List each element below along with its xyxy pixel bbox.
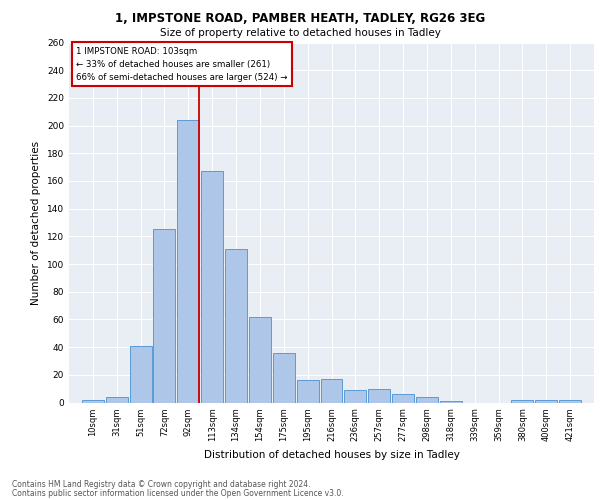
Bar <box>130 346 152 403</box>
Bar <box>511 400 533 402</box>
Bar <box>535 400 557 402</box>
Bar <box>178 120 199 403</box>
Bar <box>392 394 414 402</box>
Bar <box>154 230 175 402</box>
Text: Contains public sector information licensed under the Open Government Licence v3: Contains public sector information licen… <box>12 488 344 498</box>
Bar <box>106 397 128 402</box>
Bar <box>440 401 462 402</box>
Bar <box>320 379 343 402</box>
Text: 1, IMPSTONE ROAD, PAMBER HEATH, TADLEY, RG26 3EG: 1, IMPSTONE ROAD, PAMBER HEATH, TADLEY, … <box>115 12 485 26</box>
Bar <box>249 316 271 402</box>
Bar <box>273 352 295 403</box>
X-axis label: Distribution of detached houses by size in Tadley: Distribution of detached houses by size … <box>203 450 460 460</box>
Text: Contains HM Land Registry data © Crown copyright and database right 2024.: Contains HM Land Registry data © Crown c… <box>12 480 311 489</box>
Bar <box>344 390 367 402</box>
Text: Size of property relative to detached houses in Tadley: Size of property relative to detached ho… <box>160 28 440 38</box>
Y-axis label: Number of detached properties: Number of detached properties <box>31 140 41 304</box>
Bar <box>201 172 223 402</box>
Bar <box>82 400 104 402</box>
Bar <box>296 380 319 402</box>
Bar <box>368 388 390 402</box>
Text: 1 IMPSTONE ROAD: 103sqm
← 33% of detached houses are smaller (261)
66% of semi-d: 1 IMPSTONE ROAD: 103sqm ← 33% of detache… <box>76 46 287 82</box>
Bar <box>225 249 247 402</box>
Bar <box>559 400 581 402</box>
Bar <box>416 397 438 402</box>
